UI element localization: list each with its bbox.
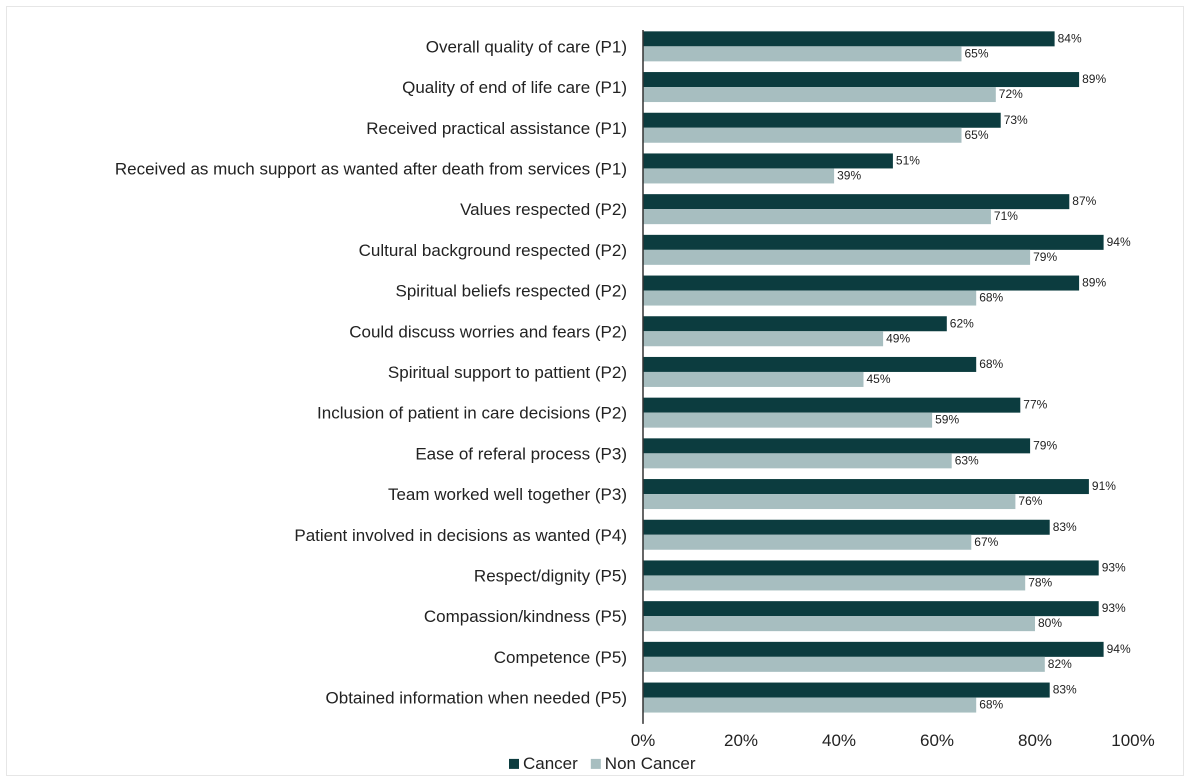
data-label-cancer: 83% [1053, 683, 1077, 697]
data-label-cancer: 77% [1023, 398, 1047, 412]
data-label-non-cancer: 68% [979, 698, 1003, 712]
category-label: Patient involved in decisions as wanted … [294, 526, 627, 545]
x-tick-label: 60% [920, 731, 954, 750]
data-label-cancer: 94% [1107, 642, 1131, 656]
x-tick-label: 80% [1018, 731, 1052, 750]
bar-cancer [643, 641, 1104, 657]
category-label: Team worked well together (P3) [388, 485, 627, 504]
legend-swatch-non-cancer [590, 758, 601, 769]
bar-cancer [643, 682, 1050, 698]
data-label-cancer: 93% [1102, 601, 1126, 615]
data-label-cancer: 51% [896, 153, 920, 167]
bar-non-cancer [643, 494, 1016, 510]
bar-cancer [643, 356, 977, 372]
data-label-non-cancer: 45% [867, 372, 891, 386]
data-label-cancer: 91% [1092, 479, 1116, 493]
x-tick-label: 40% [822, 731, 856, 750]
bar-non-cancer [643, 371, 864, 387]
category-label: Spiritual support to pattient (P2) [388, 363, 627, 382]
category-label: Received as much support as wanted after… [115, 159, 627, 178]
data-label-cancer: 89% [1082, 276, 1106, 290]
data-label-non-cancer: 59% [935, 413, 959, 427]
bar-cancer [643, 519, 1050, 535]
data-label-cancer: 68% [979, 357, 1003, 371]
category-label: Quality of end of life care (P1) [402, 78, 627, 97]
category-label: Respect/dignity (P5) [474, 566, 627, 585]
bar-cancer [643, 31, 1055, 47]
bar-non-cancer [643, 168, 835, 184]
data-label-cancer: 87% [1072, 194, 1096, 208]
category-label: Obtained information when needed (P5) [326, 689, 627, 708]
category-label: Overall quality of care (P1) [426, 37, 627, 56]
bar-cancer [643, 112, 1001, 128]
data-label-cancer: 83% [1053, 520, 1077, 534]
chart-frame [6, 6, 1184, 776]
bar-non-cancer [643, 331, 884, 347]
bar-cancer [643, 194, 1070, 210]
data-label-non-cancer: 65% [965, 46, 989, 60]
data-label-non-cancer: 82% [1048, 657, 1072, 671]
category-label: Competence (P5) [494, 648, 627, 667]
data-label-non-cancer: 80% [1038, 616, 1062, 630]
data-label-non-cancer: 71% [994, 209, 1018, 223]
x-tick-label: 100% [1111, 731, 1154, 750]
data-label-non-cancer: 67% [974, 535, 998, 549]
bar-non-cancer [643, 127, 962, 143]
category-label: Received practical assistance (P1) [366, 119, 627, 138]
bar-non-cancer [643, 46, 962, 62]
bar-non-cancer [643, 575, 1026, 591]
bar-non-cancer [643, 697, 977, 713]
bar-cancer [643, 72, 1080, 88]
data-label-cancer: 93% [1102, 560, 1126, 574]
category-label: Spiritual beliefs respected (P2) [395, 282, 627, 301]
data-label-non-cancer: 68% [979, 291, 1003, 305]
legend-swatch-cancer [509, 758, 519, 769]
data-label-non-cancer: 76% [1018, 494, 1042, 508]
category-label: Ease of referal process (P3) [415, 444, 627, 463]
bar-cancer [643, 234, 1104, 250]
x-tick-label: 0% [631, 731, 656, 750]
bar-non-cancer [643, 290, 977, 306]
data-label-cancer: 94% [1107, 235, 1131, 249]
bar-cancer [643, 560, 1099, 576]
x-tick-label: 20% [724, 731, 758, 750]
bar-non-cancer [643, 412, 933, 428]
category-label: Compassion/kindness (P5) [424, 607, 627, 626]
data-label-non-cancer: 72% [999, 87, 1023, 101]
category-label: Cultural background respected (P2) [359, 241, 627, 260]
bar-cancer [643, 601, 1099, 617]
legend-label-cancer: Cancer [523, 754, 578, 773]
bar-non-cancer [643, 87, 996, 103]
category-label: Values respected (P2) [460, 200, 627, 219]
data-label-cancer: 73% [1004, 113, 1028, 127]
data-label-cancer: 62% [950, 316, 974, 330]
data-label-cancer: 89% [1082, 72, 1106, 86]
data-label-non-cancer: 49% [886, 331, 910, 345]
bar-non-cancer [643, 249, 1031, 265]
bar-non-cancer [643, 616, 1035, 632]
bar-non-cancer [643, 453, 952, 469]
data-label-non-cancer: 63% [955, 453, 979, 467]
bar-cancer [643, 397, 1021, 413]
bar-cancer [643, 153, 893, 169]
category-label: Could discuss worries and fears (P2) [349, 322, 627, 341]
bar-non-cancer [643, 209, 991, 225]
bar-cancer [643, 479, 1089, 495]
data-label-non-cancer: 78% [1028, 575, 1052, 589]
bar-non-cancer [643, 534, 972, 550]
data-label-non-cancer: 79% [1033, 250, 1057, 264]
data-label-non-cancer: 65% [965, 128, 989, 142]
bar-cancer [643, 316, 947, 332]
bar-cancer [643, 275, 1080, 291]
data-label-non-cancer: 39% [837, 168, 861, 182]
data-label-cancer: 79% [1033, 438, 1057, 452]
data-label-cancer: 84% [1058, 31, 1082, 45]
legend-label-non-cancer: Non Cancer [605, 754, 696, 773]
category-label: Inclusion of patient in care decisions (… [317, 404, 627, 423]
bar-non-cancer [643, 656, 1045, 672]
bar-cancer [643, 438, 1031, 454]
